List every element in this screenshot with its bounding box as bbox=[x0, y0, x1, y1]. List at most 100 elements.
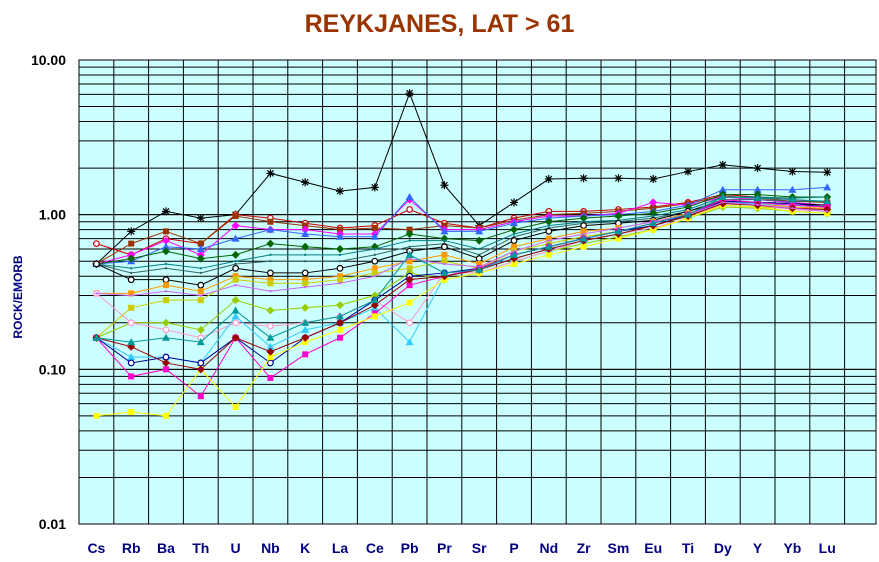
data-point bbox=[127, 353, 136, 361]
data-point bbox=[127, 227, 136, 236]
data-point bbox=[128, 304, 135, 311]
data-point bbox=[162, 276, 170, 284]
data-point bbox=[267, 374, 274, 381]
x-tick-label: U bbox=[231, 540, 241, 556]
data-point bbox=[197, 359, 205, 367]
data-point bbox=[301, 225, 310, 234]
data-point bbox=[266, 347, 275, 356]
x-tick-label: Dy bbox=[714, 540, 732, 556]
data-point bbox=[196, 338, 205, 346]
series-line bbox=[96, 194, 828, 256]
data-point bbox=[304, 253, 307, 257]
data-point bbox=[475, 255, 483, 262]
data-point bbox=[579, 214, 588, 223]
data-point bbox=[579, 234, 588, 242]
data-point bbox=[266, 225, 275, 233]
x-tick-label: Lu bbox=[819, 540, 836, 556]
data-point bbox=[336, 244, 344, 253]
data-point bbox=[163, 228, 169, 235]
data-point bbox=[266, 239, 275, 248]
data-point bbox=[547, 239, 550, 242]
data-point bbox=[718, 160, 727, 169]
data-point bbox=[753, 194, 762, 202]
series-line bbox=[96, 196, 828, 269]
data-point bbox=[371, 224, 378, 231]
x-tick-label: La bbox=[332, 540, 349, 556]
data-point bbox=[127, 359, 135, 367]
data-point bbox=[545, 251, 552, 258]
data-point bbox=[371, 257, 379, 265]
data-point bbox=[406, 258, 413, 265]
data-point bbox=[510, 219, 518, 227]
data-point bbox=[405, 250, 414, 258]
x-tick-label: Nb bbox=[261, 540, 280, 556]
data-point bbox=[684, 210, 692, 218]
data-point bbox=[269, 253, 272, 257]
data-point bbox=[234, 260, 237, 263]
data-point bbox=[164, 290, 168, 293]
data-point bbox=[405, 89, 414, 98]
y-tick-label: 1.00 bbox=[39, 207, 66, 223]
data-point bbox=[163, 412, 169, 419]
x-tick-label: K bbox=[300, 540, 310, 556]
data-point bbox=[301, 229, 310, 237]
data-point bbox=[128, 408, 135, 415]
data-point bbox=[163, 297, 169, 304]
data-point bbox=[266, 169, 275, 178]
data-point bbox=[440, 181, 449, 190]
data-point bbox=[234, 283, 237, 287]
data-point bbox=[197, 240, 204, 247]
data-point bbox=[823, 197, 832, 205]
data-point bbox=[405, 229, 414, 238]
series-line bbox=[96, 186, 828, 265]
data-point bbox=[269, 290, 272, 293]
data-point bbox=[92, 260, 100, 268]
data-point bbox=[443, 262, 446, 266]
data-point bbox=[756, 203, 759, 206]
data-point bbox=[164, 262, 168, 266]
series-line bbox=[96, 201, 828, 297]
x-tick-label: Sr bbox=[472, 540, 487, 556]
data-point bbox=[406, 319, 414, 327]
data-point bbox=[614, 212, 623, 221]
data-point bbox=[753, 185, 762, 193]
data-point bbox=[373, 253, 376, 257]
data-point bbox=[231, 333, 240, 342]
data-point bbox=[440, 268, 449, 276]
series-line bbox=[96, 196, 828, 343]
data-point bbox=[544, 214, 553, 222]
data-point bbox=[718, 193, 727, 201]
data-point bbox=[266, 342, 275, 350]
y-tick-label: 0.01 bbox=[39, 516, 66, 532]
data-point bbox=[823, 168, 832, 177]
data-point bbox=[266, 333, 275, 341]
data-point bbox=[302, 222, 309, 229]
x-tick-label: Yb bbox=[783, 540, 801, 556]
data-point bbox=[232, 276, 239, 283]
data-point bbox=[337, 226, 343, 233]
data-point bbox=[406, 282, 413, 289]
data-point bbox=[511, 243, 517, 250]
series-line bbox=[96, 194, 828, 265]
data-point bbox=[197, 297, 204, 304]
data-point bbox=[718, 185, 727, 193]
data-point bbox=[580, 228, 587, 235]
data-point bbox=[373, 247, 376, 251]
data-point bbox=[441, 258, 448, 265]
data-point bbox=[232, 213, 239, 220]
x-tick-label: Cs bbox=[87, 540, 105, 556]
data-point bbox=[788, 167, 797, 176]
data-point bbox=[267, 218, 274, 225]
data-point bbox=[163, 366, 169, 373]
x-tick-label: P bbox=[509, 540, 518, 556]
data-point bbox=[130, 294, 133, 297]
data-point bbox=[232, 319, 240, 327]
data-point bbox=[301, 242, 310, 251]
data-point bbox=[267, 280, 274, 287]
series-line bbox=[96, 199, 828, 397]
data-point bbox=[162, 242, 170, 250]
data-point bbox=[336, 264, 344, 272]
data-point bbox=[163, 282, 169, 289]
data-point bbox=[788, 185, 797, 193]
